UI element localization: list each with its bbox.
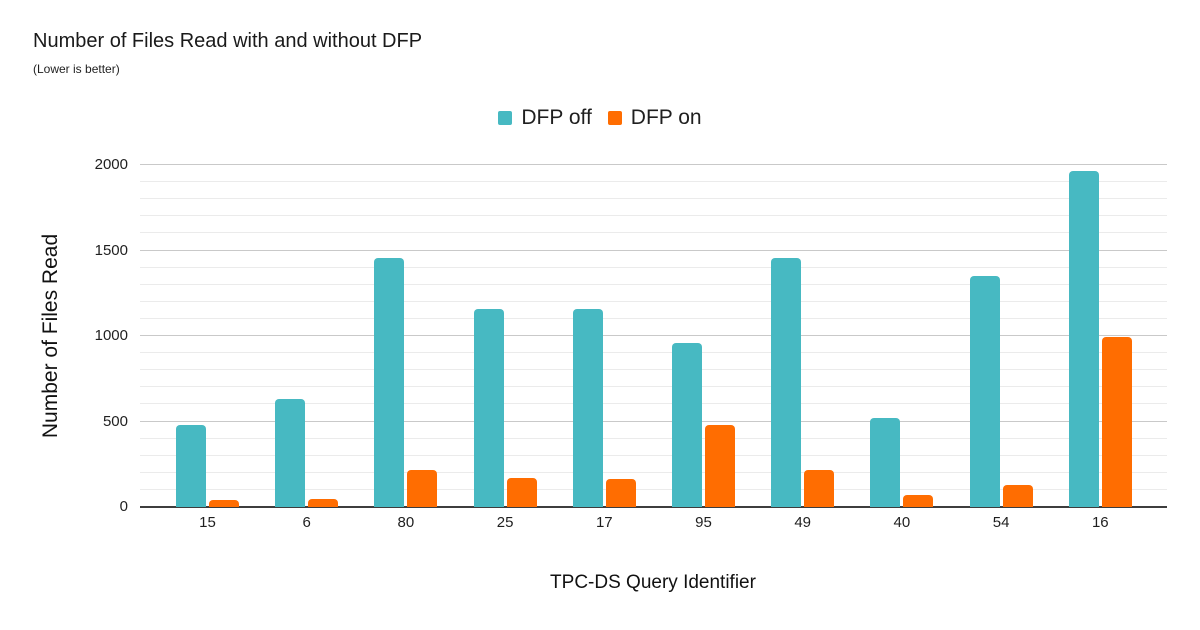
gridline-1800 bbox=[140, 198, 1167, 200]
legend-swatch-dfp-off-icon bbox=[498, 111, 513, 125]
bar-dfp-on-6 bbox=[308, 498, 339, 507]
bar-dfp-on-40 bbox=[903, 495, 934, 507]
gridline-1300 bbox=[140, 283, 1167, 285]
bar-dfp-off-95 bbox=[672, 342, 702, 507]
legend-label-dfp-off: DFP off bbox=[521, 106, 592, 129]
bar-dfp-on-25 bbox=[506, 478, 537, 507]
plot-area bbox=[140, 164, 1167, 508]
chart-subtitle: (Lower is better) bbox=[33, 62, 120, 76]
legend-item-dfp-on: DFP on bbox=[607, 106, 702, 130]
bar-dfp-on-80 bbox=[407, 470, 438, 507]
gridline-1000 bbox=[140, 335, 1167, 336]
x-tick-label-54: 54 bbox=[992, 514, 1010, 531]
bar-dfp-off-15 bbox=[176, 424, 206, 507]
chart-title: Number of Files Read with and without DF… bbox=[33, 30, 423, 52]
gridline-300 bbox=[140, 454, 1167, 456]
bar-dfp-on-15 bbox=[209, 499, 239, 507]
gridline-1100 bbox=[140, 317, 1167, 319]
x-axis-title: TPC-DS Query Identifier bbox=[550, 572, 756, 593]
y-tick-label-1000: 1000 bbox=[94, 327, 128, 344]
x-tick-label-49: 49 bbox=[794, 514, 812, 531]
gridline-100 bbox=[140, 488, 1167, 490]
gridline-1900 bbox=[140, 181, 1167, 183]
x-tick-label-95: 95 bbox=[695, 514, 712, 531]
bar-dfp-on-95 bbox=[705, 424, 735, 507]
x-tick-label-40: 40 bbox=[893, 514, 911, 531]
bar-dfp-off-40 bbox=[870, 418, 901, 507]
gridline-400 bbox=[140, 437, 1167, 439]
bar-dfp-off-25 bbox=[473, 308, 504, 507]
gridline-900 bbox=[140, 352, 1167, 354]
y-tick-label-2000: 2000 bbox=[94, 156, 128, 173]
legend-item-dfp-off: DFP off bbox=[498, 106, 592, 130]
gridline-2000 bbox=[140, 164, 1167, 165]
x-axis-line bbox=[140, 506, 1167, 508]
gridline-800 bbox=[140, 369, 1167, 371]
bar-dfp-off-17 bbox=[572, 308, 603, 507]
gridline-500 bbox=[140, 420, 1167, 422]
gridline-600 bbox=[140, 403, 1167, 405]
legend-swatch-dfp-on-icon bbox=[607, 111, 622, 125]
y-tick-label-1500: 1500 bbox=[94, 241, 128, 259]
bar-dfp-off-6 bbox=[275, 399, 306, 507]
x-tick-label-17: 17 bbox=[595, 514, 613, 531]
bar-dfp-off-54 bbox=[969, 276, 1000, 507]
gridline-200 bbox=[140, 471, 1167, 473]
x-tick-label-16: 16 bbox=[1091, 514, 1109, 531]
x-tick-label-6: 6 bbox=[302, 514, 311, 531]
bar-dfp-on-54 bbox=[1002, 484, 1033, 507]
gridline-1200 bbox=[140, 300, 1167, 302]
gridline-1700 bbox=[140, 215, 1167, 217]
gridline-1600 bbox=[140, 232, 1167, 234]
bar-dfp-off-16 bbox=[1068, 171, 1099, 507]
bar-dfp-on-16 bbox=[1101, 336, 1132, 507]
x-tick-label-25: 25 bbox=[496, 514, 514, 531]
legend-label-dfp-on: DFP on bbox=[630, 106, 702, 129]
x-tick-label-80: 80 bbox=[397, 514, 415, 531]
gridline-1500 bbox=[140, 249, 1167, 251]
y-tick-label-0: 0 bbox=[119, 498, 128, 515]
bar-dfp-on-49 bbox=[804, 470, 835, 507]
gridline-700 bbox=[140, 386, 1167, 388]
bar-dfp-off-49 bbox=[771, 258, 802, 507]
legend: DFP off DFP on bbox=[0, 106, 1200, 130]
gridline-1400 bbox=[140, 266, 1167, 268]
x-tick-label-15: 15 bbox=[199, 514, 216, 531]
y-tick-label-500: 500 bbox=[102, 412, 128, 430]
bar-dfp-on-17 bbox=[605, 479, 636, 507]
bar-dfp-off-80 bbox=[374, 258, 405, 507]
